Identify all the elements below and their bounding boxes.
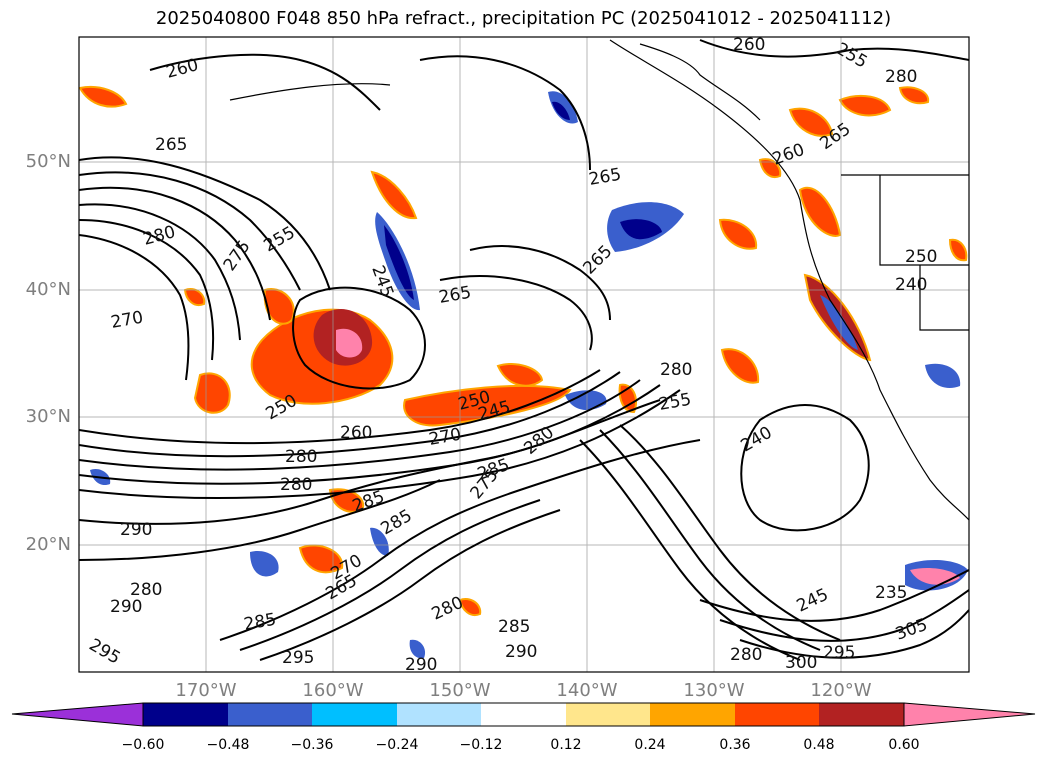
map-background — [79, 37, 969, 672]
contour-label: 260 — [340, 423, 372, 443]
colorbar-tick-label: −0.48 — [206, 737, 250, 753]
contour-label: 290 — [505, 642, 537, 662]
lon-label-140w: 140°W — [556, 680, 618, 701]
contour-label: 280 — [280, 475, 312, 495]
contour-label: 285 — [498, 617, 530, 637]
lat-label-30n: 30°N — [25, 406, 71, 427]
colorbar-tick-label: 0.36 — [719, 737, 751, 753]
colorbar-min-extend — [11, 702, 144, 727]
colorbar-swatch — [650, 703, 735, 726]
contour-label: 265 — [155, 135, 187, 155]
map-title: 2025040800 F048 850 hPa refract., precip… — [155, 8, 892, 29]
colorbar-swatch — [735, 703, 819, 726]
contour-label: 290 — [120, 520, 152, 540]
colorbar-swatch — [566, 703, 650, 726]
contour-label: 235 — [875, 583, 907, 603]
contour-label: 290 — [405, 655, 437, 675]
contour-label: 300 — [785, 653, 817, 673]
contour-label: 240 — [895, 275, 927, 295]
colorbar-tick-label: −0.24 — [375, 737, 419, 753]
lon-label-170w: 170°W — [175, 680, 237, 701]
colorbar-swatch — [397, 703, 481, 726]
colorbar-swatch — [481, 703, 566, 726]
contour-label: 280 — [285, 447, 317, 467]
colorbar — [11, 702, 1036, 727]
contour-label: 295 — [282, 648, 314, 668]
colorbar-tick-label: 0.60 — [888, 737, 920, 753]
precipitation-shading — [79, 86, 968, 659]
colorbar-swatch — [819, 703, 904, 726]
colorbar-swatch — [228, 703, 312, 726]
graticule — [79, 37, 969, 672]
colorbar-swatch — [143, 703, 228, 726]
colorbar-tick-label: 0.48 — [803, 737, 835, 753]
colorbar-frame — [142, 702, 905, 727]
contour-label: 295 — [823, 643, 855, 663]
contour-label: 280 — [730, 645, 762, 665]
contour-label: 290 — [110, 597, 142, 617]
contour-label: 280 — [130, 580, 162, 600]
lat-label-50n: 50°N — [25, 151, 71, 172]
colorbar-tick-label: −0.36 — [290, 737, 334, 753]
contour-label: 260 — [733, 35, 765, 55]
contour-label: 280 — [660, 360, 692, 380]
colorbar-tick-label: −0.12 — [459, 737, 503, 753]
colorbar-tick-label: 0.12 — [550, 737, 582, 753]
colorbar-tick-label: 0.24 — [634, 737, 666, 753]
colorbar-swatch — [312, 703, 397, 726]
lat-label-20n: 20°N — [25, 534, 71, 555]
lon-label-150w: 150°W — [429, 680, 491, 701]
refractivity-contours — [79, 39, 969, 661]
lon-label-120w: 120°W — [810, 680, 872, 701]
colorbar-tick-label: −0.60 — [121, 737, 165, 753]
contour-label: 250 — [905, 247, 937, 267]
plot-frame — [78, 36, 970, 673]
contour-label: 280 — [885, 67, 917, 87]
lon-label-160w: 160°W — [302, 680, 364, 701]
coastlines — [229, 39, 969, 521]
colorbar-max-extend — [903, 702, 1036, 727]
lon-label-130w: 130°W — [683, 680, 745, 701]
lat-label-40n: 40°N — [25, 279, 71, 300]
